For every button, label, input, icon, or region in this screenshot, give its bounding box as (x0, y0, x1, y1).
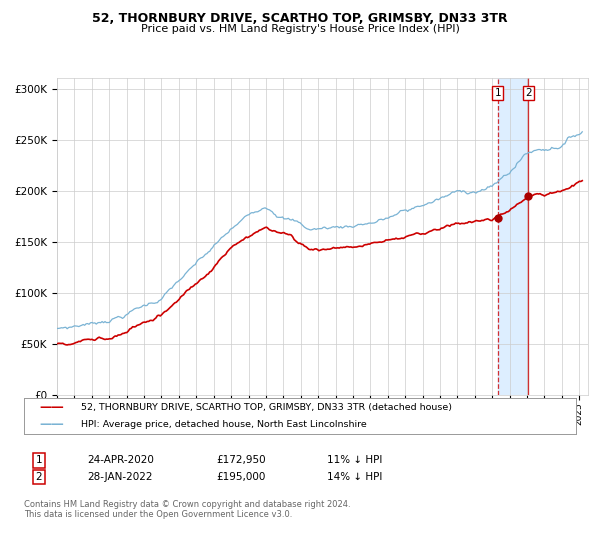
Text: HPI: Average price, detached house, North East Lincolnshire: HPI: Average price, detached house, Nort… (81, 419, 367, 428)
Text: 52, THORNBURY DRIVE, SCARTHO TOP, GRIMSBY, DN33 3TR: 52, THORNBURY DRIVE, SCARTHO TOP, GRIMSB… (92, 12, 508, 25)
Text: 1: 1 (35, 455, 43, 465)
Bar (497, 78, 529, 395)
Text: Price paid vs. HM Land Registry's House Price Index (HPI): Price paid vs. HM Land Registry's House … (140, 24, 460, 34)
Text: £195,000: £195,000 (216, 472, 265, 482)
Text: 28-JAN-2022: 28-JAN-2022 (87, 472, 152, 482)
Text: ——: —— (39, 401, 64, 414)
Text: 2: 2 (35, 472, 43, 482)
Text: 52, THORNBURY DRIVE, SCARTHO TOP, GRIMSBY, DN33 3TR (detached house): 52, THORNBURY DRIVE, SCARTHO TOP, GRIMSB… (81, 403, 452, 412)
Text: Contains HM Land Registry data © Crown copyright and database right 2024.
This d: Contains HM Land Registry data © Crown c… (24, 500, 350, 519)
Text: 2: 2 (525, 87, 532, 97)
Text: 1: 1 (494, 87, 501, 97)
Text: ——: —— (39, 418, 64, 431)
Text: 11% ↓ HPI: 11% ↓ HPI (327, 455, 382, 465)
Text: 14% ↓ HPI: 14% ↓ HPI (327, 472, 382, 482)
Text: 24-APR-2020: 24-APR-2020 (87, 455, 154, 465)
Text: £172,950: £172,950 (216, 455, 266, 465)
